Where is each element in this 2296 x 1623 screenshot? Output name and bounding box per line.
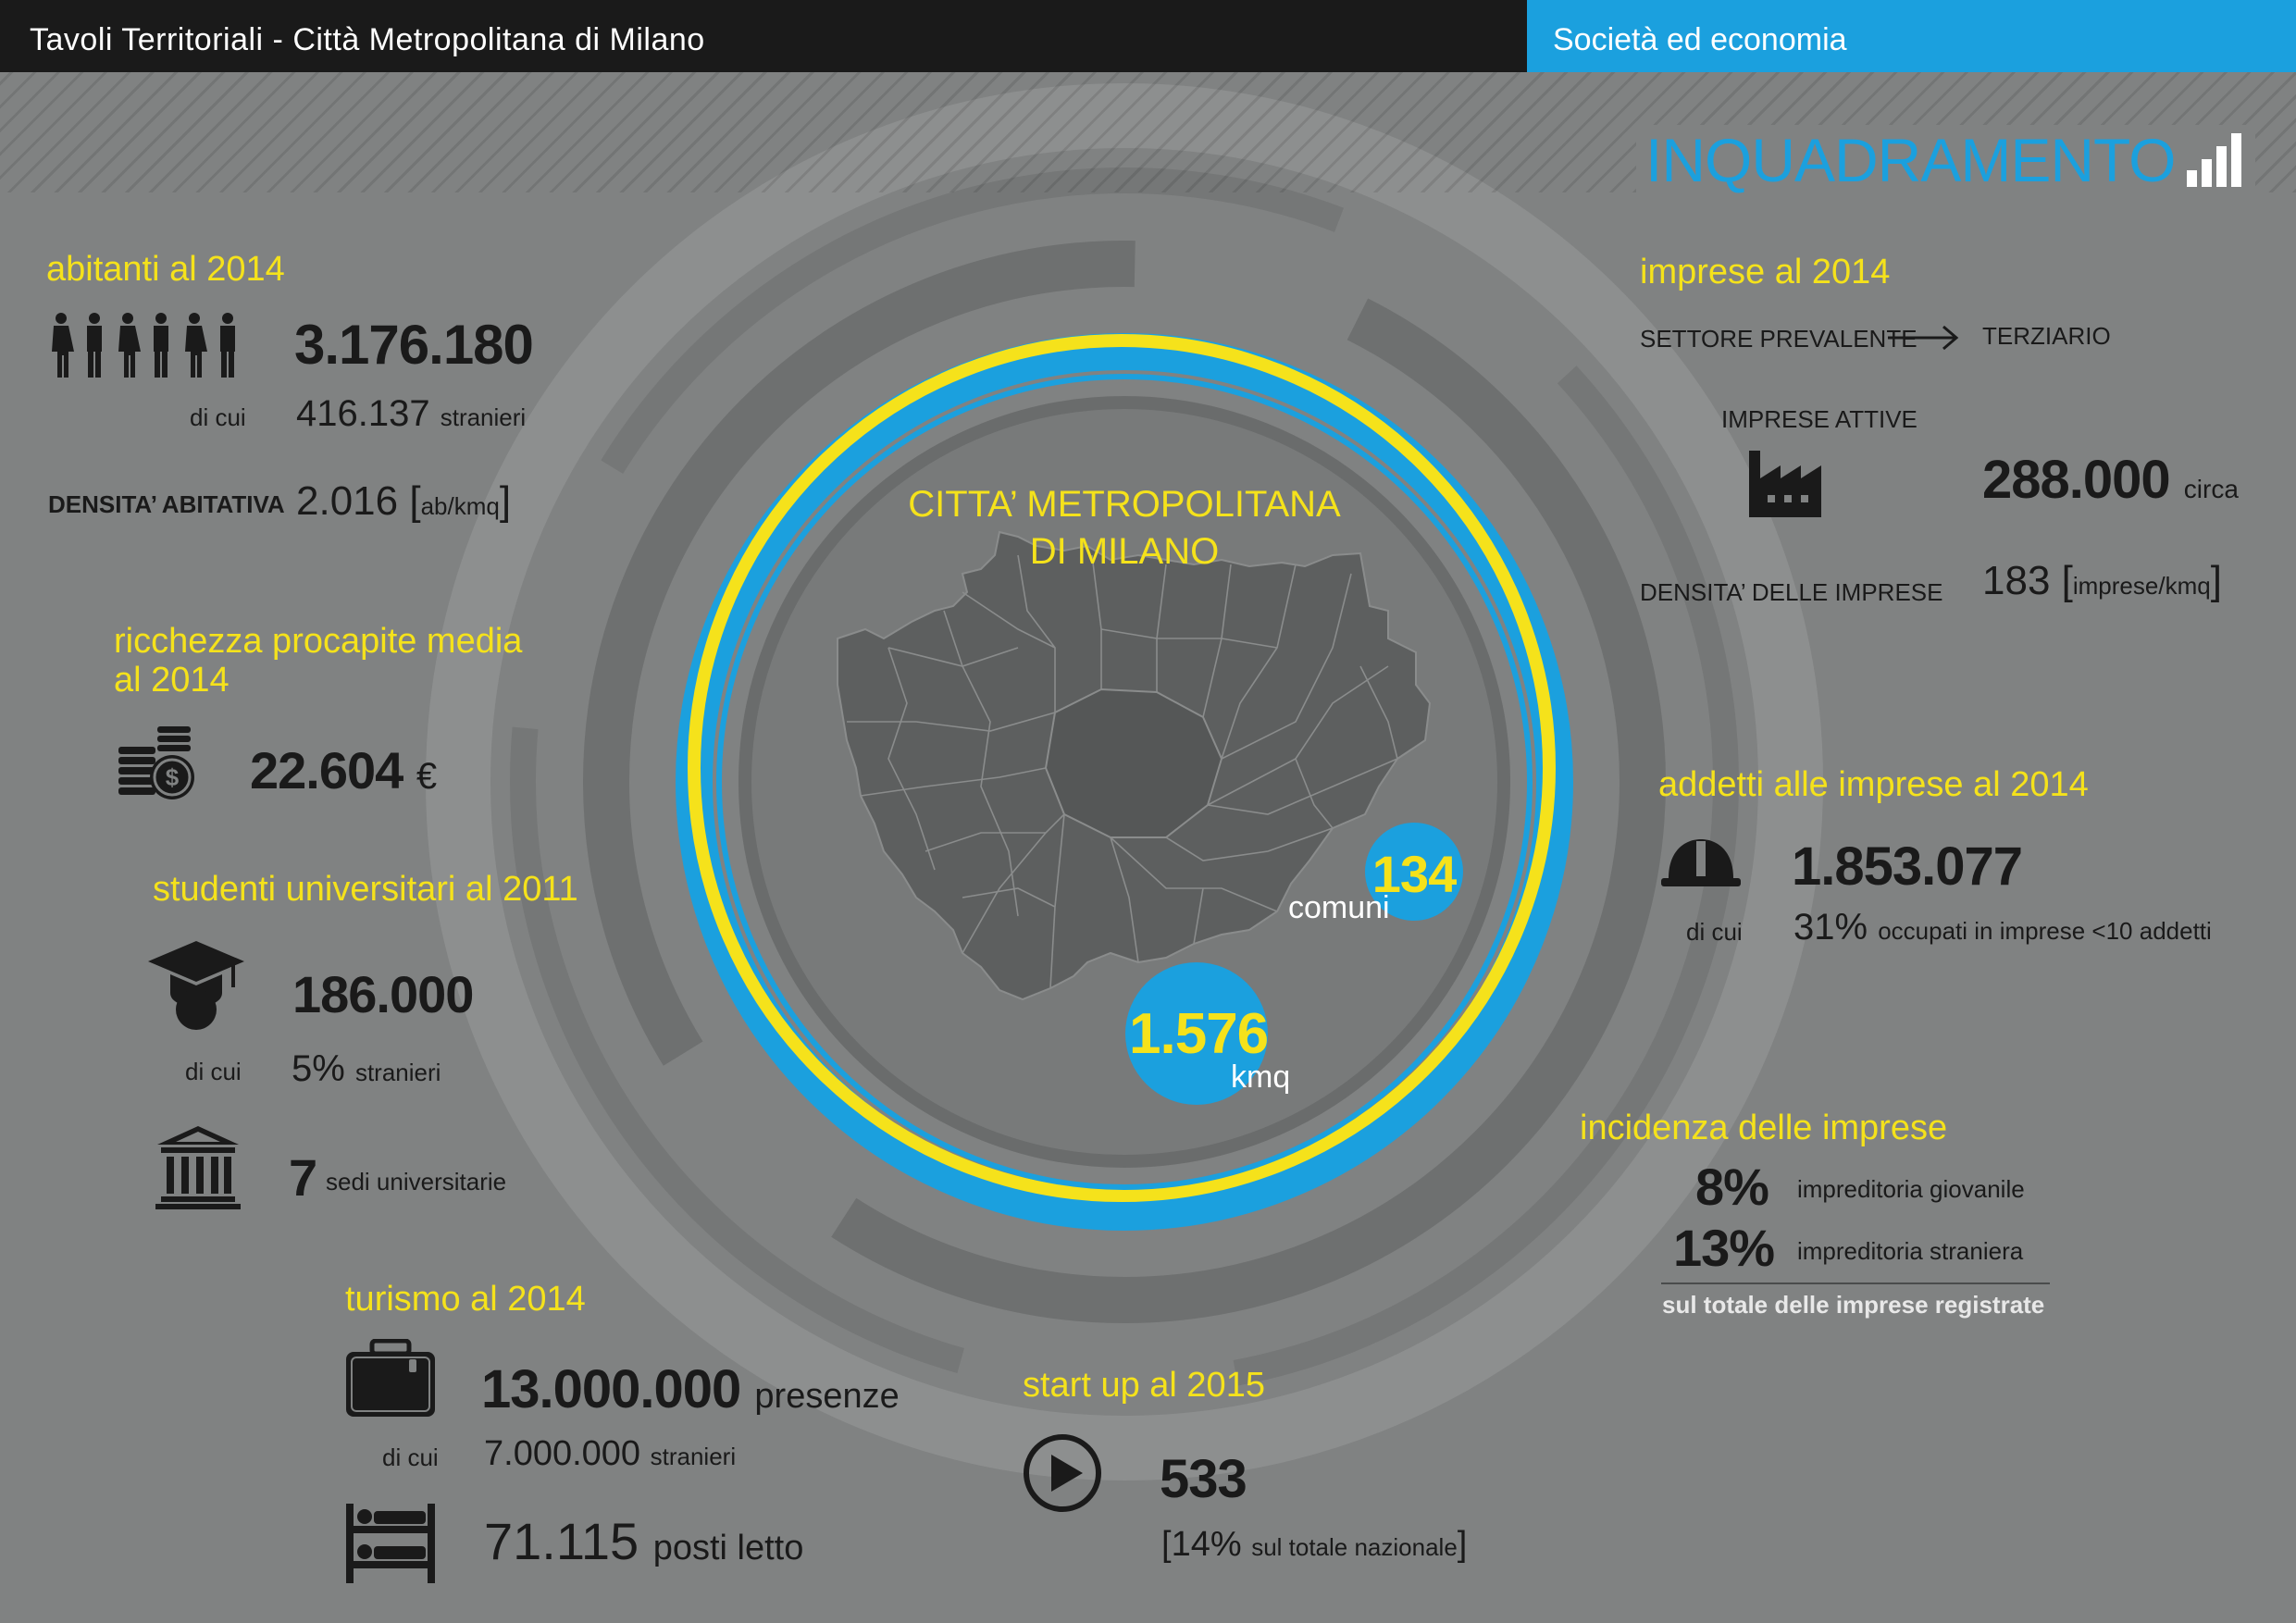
play-icon bbox=[1024, 1434, 1101, 1512]
abitanti-stranieri: 416.137 stranieri bbox=[296, 393, 527, 434]
center-title-line2: DI MILANO bbox=[1029, 531, 1220, 572]
addetti-pct: 31% occupati in imprese <10 addetti bbox=[1793, 907, 2212, 948]
arrow-right-icon bbox=[1888, 325, 1959, 351]
imprese-title: imprese al 2014 bbox=[1640, 253, 1891, 291]
ricchezza-title-line2: al 2014 bbox=[114, 661, 230, 700]
densita-imprese-value: 183 [imprese/kmq] bbox=[1982, 558, 2222, 603]
university-icon bbox=[155, 1126, 241, 1209]
swirl-ring-2 bbox=[510, 167, 1739, 1396]
bar-chart-icon bbox=[2186, 132, 2241, 187]
suitcase-icon bbox=[346, 1339, 435, 1417]
factory-icon bbox=[1749, 451, 1821, 517]
abitanti-value: 3.176.180 bbox=[294, 314, 534, 376]
incidenza-footnote: sul totale delle imprese registrate bbox=[1662, 1291, 2045, 1319]
kmq-label: kmq bbox=[1231, 1059, 1291, 1095]
studenti-dicui: di cui bbox=[185, 1058, 242, 1085]
header-section-label: Società ed economia bbox=[1553, 22, 1847, 57]
inner-blue-line bbox=[716, 374, 1533, 1190]
startup-value: 533 bbox=[1160, 1449, 1247, 1509]
header-section-tab[interactable]: Società ed economia bbox=[1527, 0, 2296, 72]
outer-swirl-ring bbox=[426, 83, 1823, 1481]
svg-text:$: $ bbox=[166, 763, 180, 791]
hard-hat-icon bbox=[1661, 839, 1741, 886]
kmq-value: 1.576 bbox=[1129, 1002, 1269, 1066]
section-title: INQUADRAMENTO bbox=[1636, 125, 2255, 194]
densita-abitativa-label: DENSITA’ ABITATIVA bbox=[48, 490, 285, 518]
sedi-value: 7 bbox=[289, 1148, 317, 1207]
startup-title: start up al 2015 bbox=[1023, 1366, 1265, 1405]
studenti-value: 186.000 bbox=[292, 965, 474, 1023]
ricchezza-value: 22.604 € bbox=[250, 741, 437, 799]
header-title: Tavoli Territoriali - Città Metropolitan… bbox=[30, 22, 705, 57]
addetti-title: addetti alle imprese al 2014 bbox=[1658, 765, 2089, 804]
header-bar: Tavoli Territoriali - Città Metropolitan… bbox=[0, 0, 2296, 72]
addetti-value: 1.853.077 bbox=[1792, 836, 2023, 897]
turismo-title: turismo al 2014 bbox=[345, 1280, 586, 1319]
people-icon bbox=[52, 313, 235, 378]
incidenza-row1-label: impreditoria giovanile bbox=[1797, 1175, 2025, 1203]
turismo-dicui: di cui bbox=[382, 1443, 439, 1471]
settore-value: TERZIARIO bbox=[1982, 322, 2111, 350]
abitanti-title: abitanti al 2014 bbox=[46, 250, 285, 289]
section-title-text: INQUADRAMENTO bbox=[1645, 125, 2176, 194]
studenti-title: studenti universitari al 2011 bbox=[153, 870, 578, 909]
graduation-cap-icon bbox=[148, 941, 244, 1030]
incidenza-row2-label: impreditoria straniera bbox=[1797, 1237, 2024, 1265]
milan-map bbox=[837, 530, 1432, 1001]
kmq-bubble bbox=[1125, 962, 1268, 1105]
bunk-bed-icon bbox=[346, 1504, 435, 1583]
attive-label: IMPRESE ATTIVE bbox=[1721, 405, 1917, 433]
comuni-bubble bbox=[1365, 823, 1463, 921]
abitanti-dicui: di cui bbox=[190, 403, 246, 431]
incidenza-row2-value: 13% bbox=[1673, 1219, 1775, 1277]
addetti-dicui: di cui bbox=[1686, 918, 1743, 946]
sedi-label: sedi universitarie bbox=[326, 1168, 507, 1196]
turismo-stranieri: 7.000.000 stranieri bbox=[484, 1434, 737, 1473]
ricchezza-title-line1: ricchezza procapite media bbox=[114, 622, 523, 661]
startup-pct: [14% sul totale nazionale] bbox=[1161, 1525, 1468, 1564]
center-title-line1: CITTA’ METROPOLITANA bbox=[908, 484, 1341, 525]
incidenza-divider bbox=[1661, 1282, 2050, 1284]
posti-letto: 71.115 posti letto bbox=[484, 1512, 804, 1570]
densita-abitativa-value: 2.016 [ab/kmq] bbox=[296, 478, 512, 524]
attive-value: 288.000 circa bbox=[1982, 450, 2239, 510]
comuni-value: 134 bbox=[1371, 845, 1457, 903]
yellow-ring bbox=[688, 334, 1556, 1202]
coins-icon: $ bbox=[118, 726, 194, 799]
presenze-value: 13.000.000 presenze bbox=[481, 1359, 900, 1419]
comuni-label: comuni bbox=[1288, 890, 1390, 925]
incidenza-title: incidenza delle imprese bbox=[1580, 1109, 1948, 1147]
studenti-stranieri: 5% stranieri bbox=[292, 1048, 441, 1089]
swirl-ring-3 bbox=[583, 241, 1666, 1323]
settore-label: SETTORE PREVALENTE bbox=[1640, 325, 1917, 353]
densita-imprese-label: DENSITA’ DELLE IMPRESE bbox=[1640, 578, 1943, 606]
incidenza-row1-value: 8% bbox=[1695, 1158, 1769, 1216]
